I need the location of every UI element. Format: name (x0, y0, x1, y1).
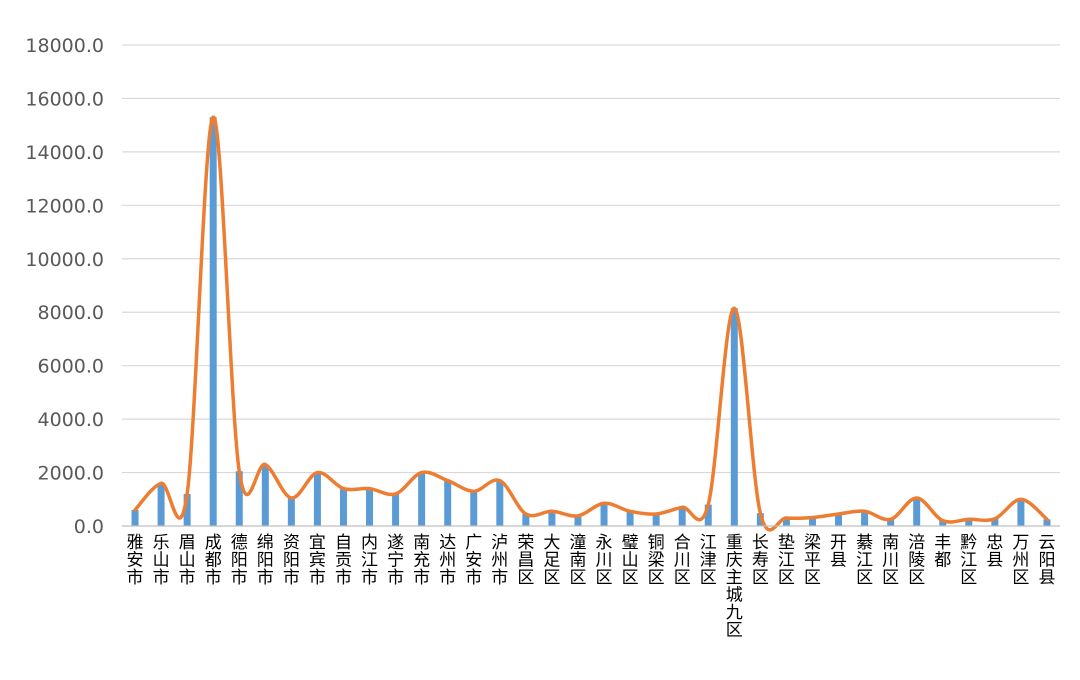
y-axis-ticks: 0.0 2000.0 4000.0 6000.0 8000.0 10000.0 12000.… (25, 35, 104, 538)
x-tick-label: 黔江区 (960, 533, 977, 588)
y-tick-label: 2000.0 (38, 463, 104, 485)
x-tick-label: 雅安市 (127, 533, 144, 588)
gridlines (122, 44, 1060, 474)
x-tick-label: 合川区 (674, 533, 691, 588)
bar (756, 513, 764, 526)
bar (287, 497, 295, 526)
x-tick-label: 资阳市 (283, 533, 300, 588)
y-tick-label: 18000.0 (25, 35, 104, 57)
bar (470, 491, 478, 526)
x-tick-label: 宜宾市 (309, 533, 326, 588)
bar (392, 493, 400, 526)
x-tick-label: 达州市 (439, 533, 456, 588)
bar (808, 517, 816, 526)
x-tick-label: 南充市 (413, 533, 430, 588)
x-tick-label: 德阳市 (231, 533, 248, 588)
bar (730, 308, 738, 526)
y-tick-label: 12000.0 (25, 195, 104, 217)
y-tick-label: 10000.0 (25, 249, 104, 271)
bar (339, 488, 347, 526)
x-axis-labels: 雅安市乐山市眉山市成都市德阳市绵阳市资阳市宜宾市自贡市内江市遂宁市南充市达州市广… (127, 533, 1056, 641)
bar (157, 483, 165, 526)
x-tick-label: 广安市 (465, 533, 482, 588)
x-tick-label: 荣昌区 (517, 533, 534, 588)
y-tick-label: 16000.0 (25, 88, 104, 110)
x-tick-label: 长寿区 (752, 533, 769, 588)
x-tick-label: 璧山区 (622, 533, 639, 588)
x-tick-label: 涪陵区 (908, 533, 925, 588)
x-tick-label: 丰都 (934, 533, 951, 571)
x-tick-label: 万州区 (1012, 533, 1029, 588)
bar (861, 511, 869, 526)
bar (1043, 519, 1051, 526)
x-tick-label: 开县 (830, 533, 847, 571)
x-tick-label: 成都市 (205, 533, 222, 588)
bar (209, 117, 217, 527)
bar (235, 471, 243, 526)
bar (261, 464, 269, 526)
y-tick-label: 6000.0 (38, 356, 104, 378)
y-tick-label: 0.0 (74, 516, 104, 538)
bar (782, 517, 790, 526)
x-tick-label: 泸州市 (491, 533, 508, 588)
x-tick-label: 垫江区 (778, 533, 795, 588)
bar (1017, 499, 1025, 526)
line-series (133, 115, 1049, 532)
bar (444, 480, 452, 526)
bar (574, 515, 582, 526)
bar (991, 518, 999, 526)
bar (939, 520, 947, 526)
x-tick-label: 大足区 (543, 533, 560, 588)
x-tick-label: 云阳县 (1038, 533, 1055, 588)
x-tick-label: 梁平区 (804, 533, 821, 588)
bar (965, 519, 973, 526)
bar (418, 472, 426, 526)
x-tick-label: 自贡市 (335, 533, 352, 588)
x-tick-label: 江津区 (700, 533, 717, 588)
bar (496, 480, 504, 526)
x-tick-label: 乐山市 (153, 533, 170, 588)
x-tick-label: 内江市 (361, 533, 378, 588)
bar (313, 472, 321, 526)
y-tick-label: 8000.0 (38, 302, 104, 324)
bar (887, 519, 895, 526)
x-tick-label: 绵阳市 (257, 533, 274, 588)
x-tick-label: 綦江区 (856, 533, 873, 588)
y-tick-label: 14000.0 (25, 142, 104, 164)
bar (913, 497, 921, 526)
x-tick-label: 忠县 (986, 533, 1003, 571)
bar-series (131, 117, 1051, 527)
x-tick-label: 南川区 (882, 533, 899, 588)
bar (626, 511, 634, 526)
x-tick-label: 重庆主城九区 (726, 533, 743, 641)
bar (131, 509, 139, 526)
bar (678, 507, 686, 526)
bar (522, 513, 530, 526)
bar (548, 511, 556, 526)
x-tick-label: 潼南区 (569, 533, 586, 588)
bar (183, 493, 191, 526)
y-tick-label: 4000.0 (38, 409, 104, 431)
bar (366, 488, 374, 526)
x-tick-label: 遂宁市 (387, 533, 404, 588)
bar (704, 504, 712, 526)
x-tick-label: 眉山市 (179, 533, 196, 588)
bar (652, 513, 660, 526)
x-tick-label: 永川区 (596, 533, 613, 588)
bar (835, 513, 843, 526)
bar (600, 503, 608, 526)
x-tick-label: 铜梁区 (648, 533, 665, 588)
